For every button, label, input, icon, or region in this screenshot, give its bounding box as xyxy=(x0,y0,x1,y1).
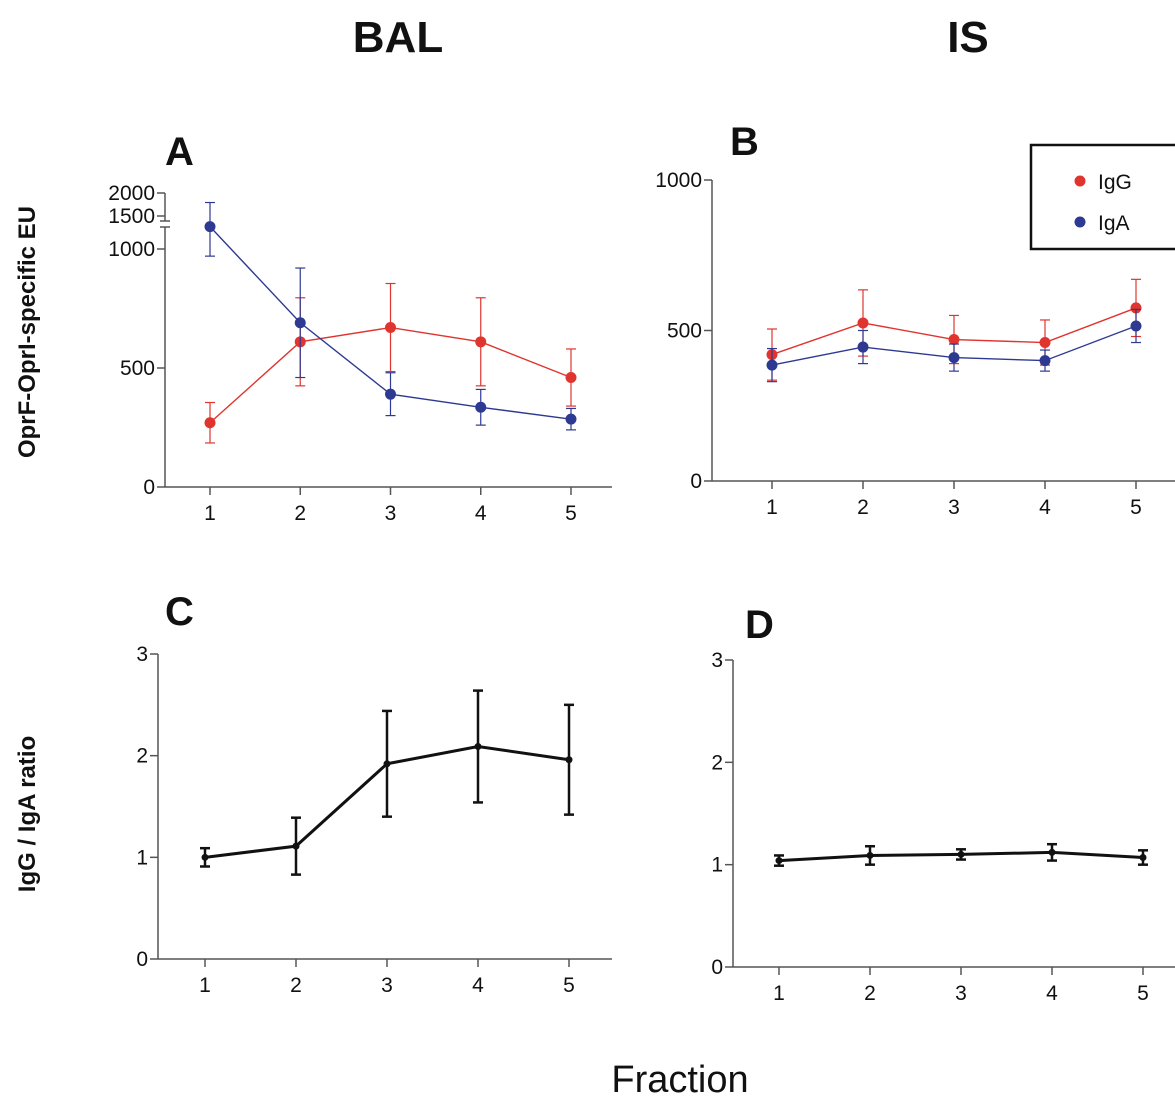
x-tick-label: 5 xyxy=(1130,496,1142,519)
data-point xyxy=(1130,302,1142,314)
column-title-is: IS xyxy=(947,13,989,62)
y-tick-label: 2 xyxy=(711,751,723,774)
legend: IgG IgA xyxy=(1029,143,1175,251)
panel-c: 1 2 3 4 5 0 1 2 3 xyxy=(136,643,612,997)
data-point xyxy=(1130,320,1142,332)
x-tick-label: 3 xyxy=(948,496,960,519)
x-tick-label: 1 xyxy=(199,974,211,997)
data-point xyxy=(1048,848,1056,856)
y-tick-label: 500 xyxy=(120,357,155,380)
x-tick-label: 3 xyxy=(381,974,393,997)
x-tick-label: 4 xyxy=(1039,496,1051,519)
x-tick-label: 1 xyxy=(773,982,785,1005)
data-point xyxy=(475,401,487,413)
data-point xyxy=(204,221,216,233)
legend-marker-igg xyxy=(1074,175,1086,187)
x-tick-label: 4 xyxy=(475,502,487,525)
x-tick-label: 1 xyxy=(204,502,216,525)
legend-label-iga: IgA xyxy=(1098,212,1130,235)
y-tick-label: 0 xyxy=(711,956,723,979)
data-point xyxy=(1039,355,1051,367)
y-tick-label: 1000 xyxy=(108,238,155,261)
y-tick-label: 2 xyxy=(136,745,148,768)
x-tick-label: 3 xyxy=(955,982,967,1005)
data-point xyxy=(766,359,778,371)
y-tick-label: 1 xyxy=(136,846,148,869)
data-point xyxy=(866,851,874,859)
x-axis-label: Fraction xyxy=(611,1059,748,1099)
data-point xyxy=(1039,337,1051,349)
x-tick-label: 2 xyxy=(857,496,869,519)
data-point xyxy=(385,388,396,400)
legend-box xyxy=(1029,143,1175,251)
y-tick-label: 1000 xyxy=(655,169,702,192)
data-point xyxy=(474,743,482,751)
y-tick-label: 1 xyxy=(711,854,723,877)
x-tick-label: 1 xyxy=(766,496,778,519)
data-point xyxy=(1139,854,1147,862)
panel-label-b: B xyxy=(730,120,759,164)
data-point xyxy=(948,334,960,346)
y-tick-label: 3 xyxy=(711,649,723,672)
y-axis-label-bottom: IgG / IgA ratio xyxy=(14,736,41,892)
data-point xyxy=(948,352,960,364)
panel-label-c: C xyxy=(165,590,194,634)
panel-label-a: A xyxy=(165,130,194,174)
x-tick-label: 2 xyxy=(290,974,302,997)
data-point xyxy=(857,341,869,353)
x-tick-label: 4 xyxy=(1046,982,1058,1005)
data-point xyxy=(565,372,577,384)
x-tick-label: 4 xyxy=(472,974,484,997)
y-tick-label: 0 xyxy=(136,948,148,971)
panel-label-d: D xyxy=(745,603,774,647)
legend-marker-iga xyxy=(1074,216,1086,228)
data-point xyxy=(385,322,396,334)
data-point xyxy=(565,756,573,764)
data-point xyxy=(294,317,306,329)
data-point xyxy=(565,413,577,425)
data-point xyxy=(957,850,965,858)
y-axis-label-top: OprF-OprI-specific EU xyxy=(14,206,41,458)
x-tick-label: 5 xyxy=(1137,982,1149,1005)
data-point xyxy=(383,760,391,768)
data-point xyxy=(475,336,487,348)
legend-label-igg: IgG xyxy=(1098,171,1132,194)
x-tick-label: 5 xyxy=(563,974,575,997)
data-point xyxy=(775,857,783,865)
data-point xyxy=(857,317,869,329)
y-tick-label: 0 xyxy=(143,476,155,499)
y-tick-label: 500 xyxy=(667,320,702,343)
x-tick-label: 3 xyxy=(385,502,397,525)
y-tick-label: 0 xyxy=(690,470,702,493)
x-tick-label: 2 xyxy=(294,502,306,525)
x-tick-label: 5 xyxy=(565,502,577,525)
x-tick-label: 2 xyxy=(864,982,876,1005)
data-point xyxy=(204,417,216,429)
y-tick-label: 1500 xyxy=(108,205,155,228)
panel-b: 1 2 3 4 5 0 500 1000 xyxy=(655,169,1175,519)
y-tick-label: 3 xyxy=(136,643,148,666)
y-tick-label: 2000 xyxy=(108,182,155,205)
column-title-bal: BAL xyxy=(353,13,443,62)
panel-d: 1 2 3 4 5 0 1 2 3 xyxy=(711,649,1175,1005)
data-point xyxy=(201,853,209,861)
data-point xyxy=(292,842,300,850)
